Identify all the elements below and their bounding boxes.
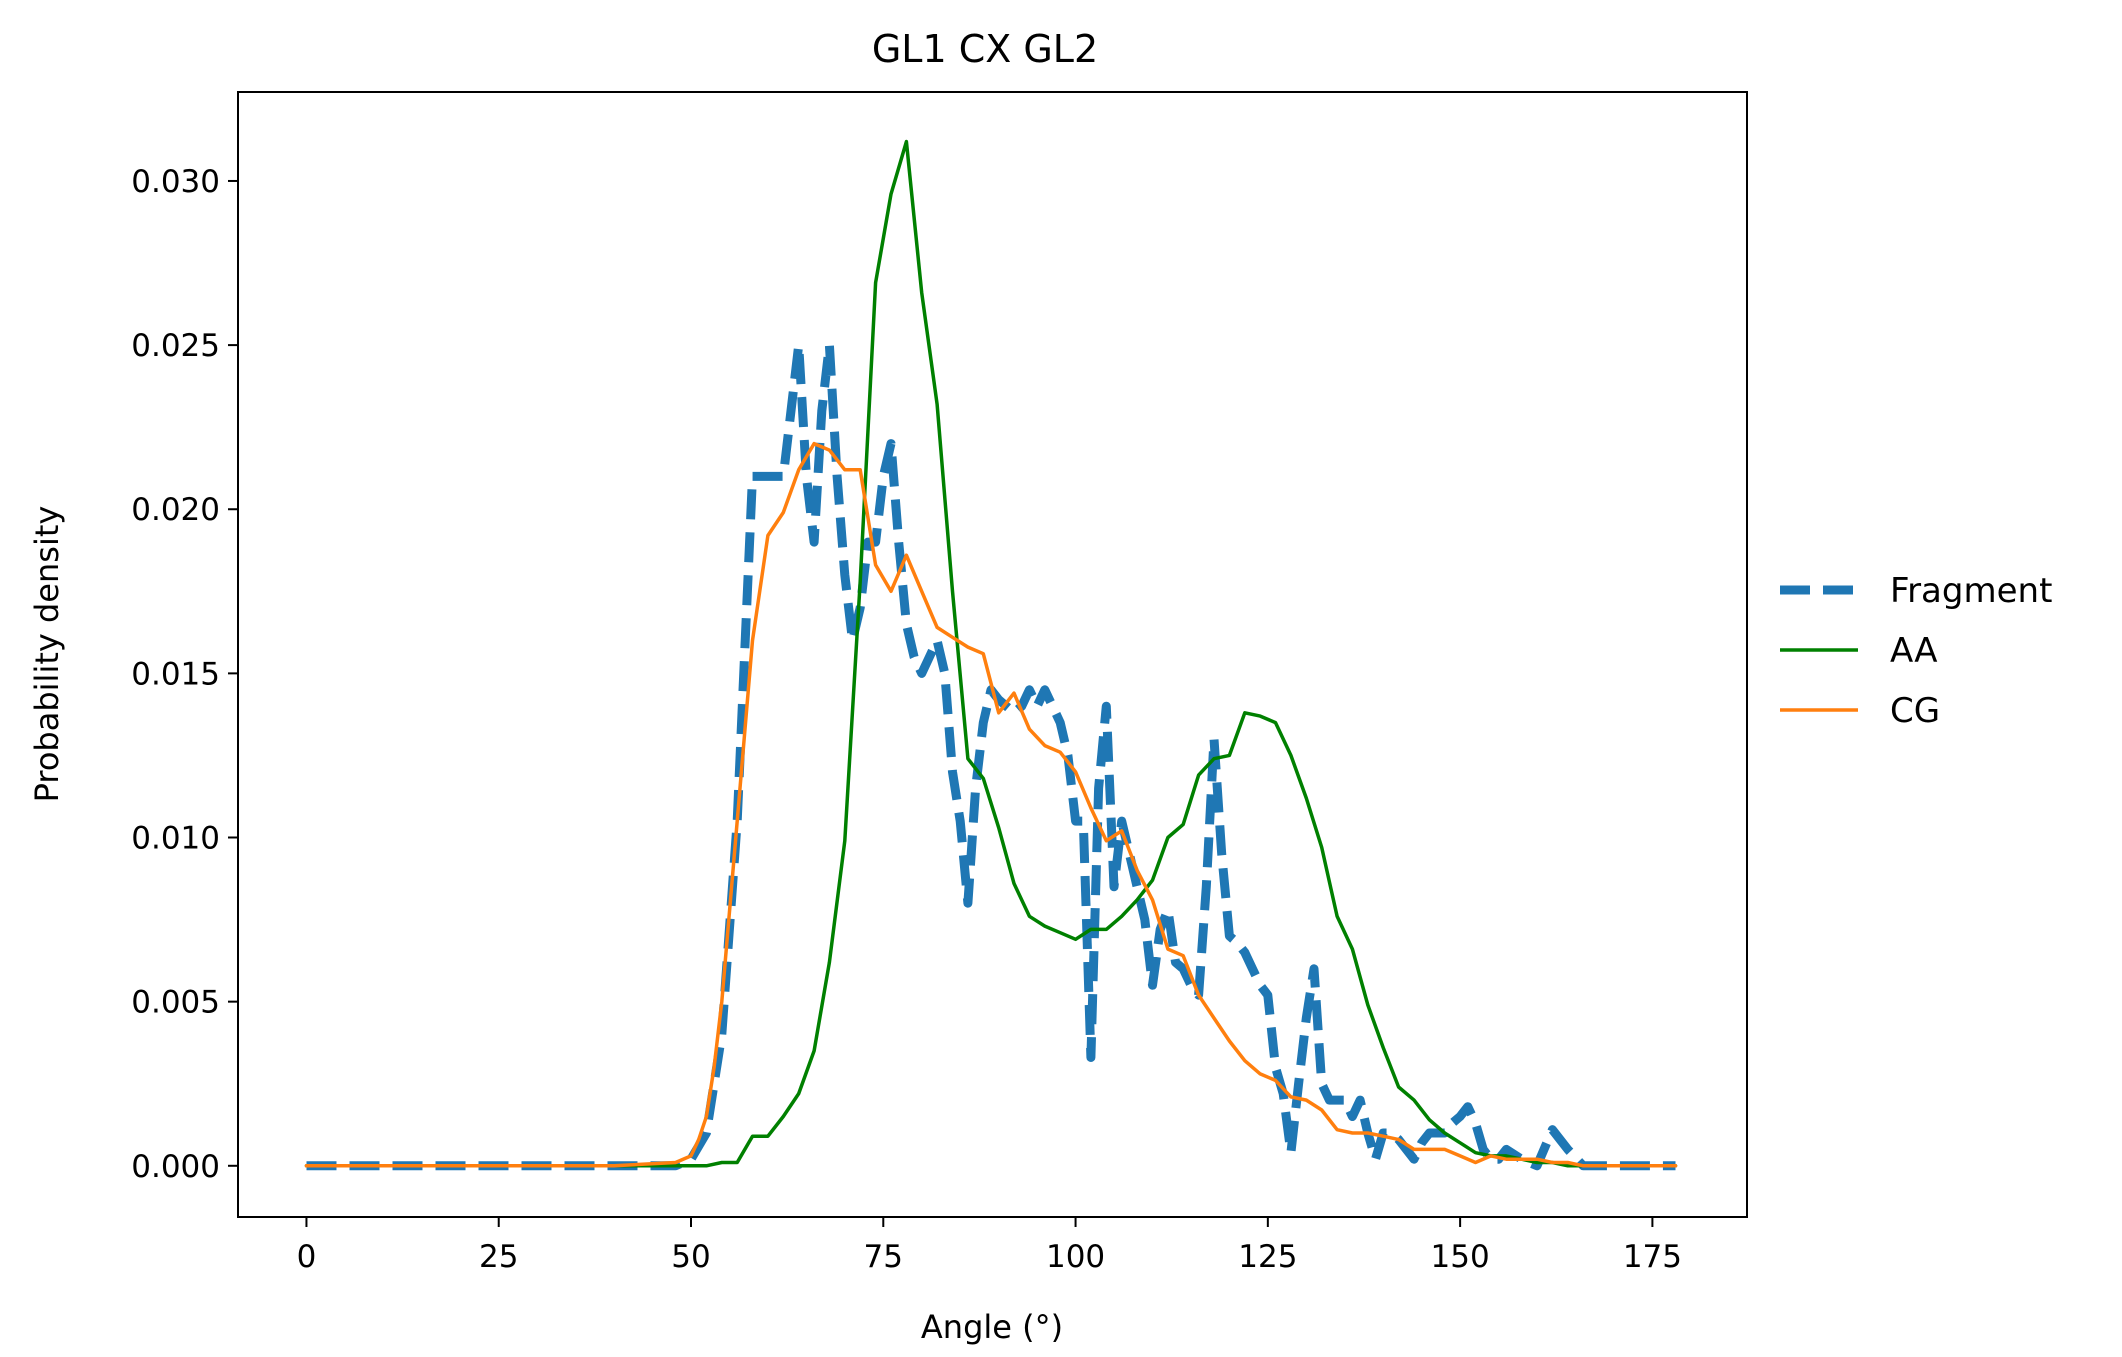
x-tick-label: 100 bbox=[1046, 1239, 1105, 1275]
x-axis: 0 25 50 75 100 125 150 175 bbox=[297, 1217, 1682, 1275]
legend-label-aa: AA bbox=[1890, 631, 1937, 671]
chart-title: GL1 CX GL2 bbox=[872, 27, 1098, 71]
legend-label-fragment: Fragment bbox=[1890, 571, 2052, 611]
x-tick-label: 150 bbox=[1431, 1239, 1490, 1275]
x-axis-label: Angle (°) bbox=[921, 1308, 1063, 1346]
x-tick-label: 175 bbox=[1623, 1239, 1682, 1275]
x-tick-label: 75 bbox=[864, 1239, 903, 1275]
x-tick-label: 0 bbox=[297, 1239, 317, 1275]
series-layer bbox=[304, 139, 1678, 1171]
plot-frame bbox=[237, 91, 1748, 1218]
x-tick-label: 50 bbox=[671, 1239, 710, 1275]
legend: Fragment AA CG bbox=[1780, 571, 2052, 731]
y-tick-label: 0.025 bbox=[131, 328, 220, 364]
y-axis-label: Probability density bbox=[28, 506, 66, 803]
y-tick-label: 0.030 bbox=[131, 164, 220, 200]
y-tick-label: 0.000 bbox=[131, 1149, 220, 1185]
x-tick-label: 125 bbox=[1238, 1239, 1297, 1275]
series-line-cg bbox=[304, 441, 1678, 1168]
y-tick-label: 0.005 bbox=[131, 985, 220, 1021]
series-line-aa bbox=[304, 139, 1678, 1168]
y-tick-label: 0.020 bbox=[131, 492, 220, 528]
y-axis: 0.000 0.005 0.010 0.015 0.020 0.025 0.030 bbox=[131, 164, 238, 1185]
y-tick-label: 0.015 bbox=[131, 656, 220, 692]
x-tick-label: 25 bbox=[479, 1239, 518, 1275]
legend-label-cg: CG bbox=[1890, 691, 1940, 731]
plot-area bbox=[237, 91, 1748, 1218]
y-tick-label: 0.010 bbox=[131, 821, 220, 857]
